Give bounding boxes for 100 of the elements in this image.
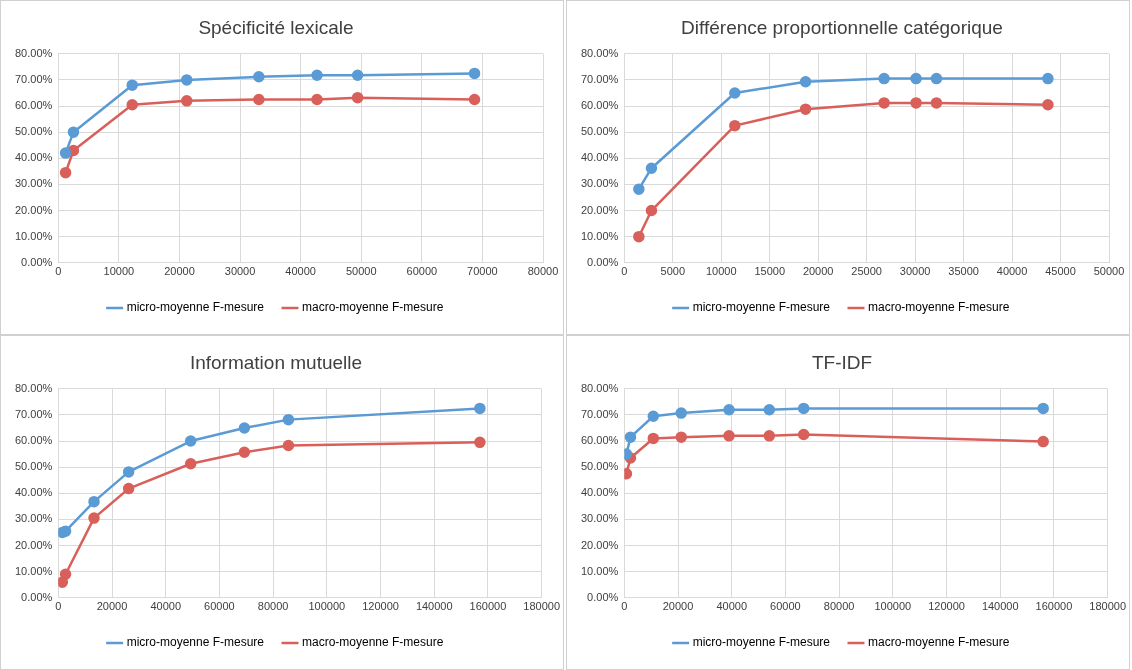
y-tick-label: 50.00% bbox=[15, 460, 53, 473]
y-tick-label: 30.00% bbox=[581, 177, 619, 190]
point bbox=[181, 95, 193, 107]
point bbox=[878, 97, 890, 109]
point bbox=[184, 435, 197, 447]
x-tick-label: 10000 bbox=[103, 265, 135, 278]
y-tick-label: 80.00% bbox=[15, 381, 53, 394]
point bbox=[910, 97, 922, 109]
x-tick-label: 0 bbox=[621, 265, 628, 278]
point bbox=[645, 204, 658, 217]
y-tick-label: 20.00% bbox=[581, 203, 619, 216]
chart-title: TF-IDF bbox=[811, 351, 873, 373]
x-tick-label: 120000 bbox=[928, 600, 965, 613]
point bbox=[253, 71, 265, 83]
y-tick-label: 20.00% bbox=[15, 203, 53, 216]
point bbox=[797, 428, 810, 441]
point bbox=[645, 162, 658, 174]
y-tick-label: 70.00% bbox=[581, 72, 619, 85]
x-tick-label: 0 bbox=[55, 265, 62, 278]
x-tick-label: 40000 bbox=[285, 265, 316, 278]
point bbox=[763, 430, 776, 442]
x-tick-label: 140000 bbox=[981, 600, 1019, 613]
y-tick-label: 70.00% bbox=[581, 407, 619, 420]
point bbox=[311, 93, 323, 106]
point bbox=[1037, 402, 1049, 415]
point bbox=[351, 91, 364, 104]
point bbox=[122, 466, 135, 478]
point bbox=[930, 72, 943, 85]
chart-title: Spécificité lexicale bbox=[198, 16, 354, 38]
point bbox=[723, 403, 735, 416]
point bbox=[181, 74, 193, 86]
point bbox=[474, 402, 486, 415]
y-tick-label: 10.00% bbox=[581, 564, 619, 577]
x-tick-label: 60000 bbox=[406, 265, 438, 278]
x-tick-label: 0 bbox=[55, 600, 62, 613]
point bbox=[282, 439, 295, 452]
point bbox=[468, 93, 481, 106]
point bbox=[763, 403, 776, 416]
point bbox=[468, 67, 481, 80]
x-tick-label: 80000 bbox=[823, 600, 855, 613]
point bbox=[1042, 98, 1054, 111]
y-tick-label: 10.00% bbox=[15, 564, 53, 577]
point bbox=[311, 69, 323, 81]
point bbox=[351, 69, 364, 81]
legend-label: macro-moyenne F-mesure bbox=[302, 635, 444, 650]
point bbox=[878, 72, 890, 85]
legend-label: macro-moyenne F-mesure bbox=[868, 300, 1010, 315]
point bbox=[59, 166, 72, 179]
y-tick-label: 30.00% bbox=[15, 177, 53, 190]
x-tick-label: 20000 bbox=[802, 265, 834, 278]
x-tick-label: 100000 bbox=[874, 600, 912, 613]
point bbox=[67, 126, 80, 138]
point bbox=[59, 147, 72, 159]
x-tick-label: 25000 bbox=[851, 265, 882, 278]
x-tick-label: 40000 bbox=[996, 265, 1028, 278]
point bbox=[729, 87, 741, 99]
point bbox=[1037, 435, 1049, 448]
x-tick-label: 140000 bbox=[415, 600, 453, 613]
x-tick-label: 40000 bbox=[716, 600, 748, 613]
point bbox=[799, 76, 812, 88]
y-tick-label: 30.00% bbox=[581, 512, 619, 525]
point bbox=[797, 402, 810, 415]
y-tick-label: 60.00% bbox=[581, 434, 619, 447]
y-tick-label: 60.00% bbox=[581, 99, 619, 112]
point bbox=[122, 482, 135, 495]
x-tick-label: 80000 bbox=[527, 265, 559, 278]
y-tick-label: 70.00% bbox=[15, 407, 53, 420]
legend-label: micro-moyenne F-mesure bbox=[126, 300, 265, 315]
point bbox=[633, 183, 645, 195]
point bbox=[675, 431, 687, 443]
legend-label: micro-moyenne F-mesure bbox=[692, 300, 831, 315]
point bbox=[474, 436, 486, 449]
y-tick-label: 30.00% bbox=[15, 512, 53, 525]
x-tick-label: 180000 bbox=[523, 600, 561, 613]
point bbox=[238, 446, 251, 459]
point bbox=[59, 568, 72, 581]
y-tick-label: 40.00% bbox=[581, 486, 619, 499]
point bbox=[799, 103, 812, 115]
x-tick-label: 20000 bbox=[96, 600, 128, 613]
x-tick-label: 100000 bbox=[308, 600, 346, 613]
y-tick-label: 10.00% bbox=[581, 229, 619, 242]
y-tick-label: 20.00% bbox=[15, 538, 53, 551]
y-tick-label: 70.00% bbox=[15, 72, 53, 85]
x-tick-label: 35000 bbox=[948, 265, 979, 278]
y-tick-label: 60.00% bbox=[15, 434, 53, 447]
x-tick-label: 50000 bbox=[345, 265, 377, 278]
point bbox=[729, 119, 741, 132]
x-tick-label: 20000 bbox=[164, 265, 195, 278]
point bbox=[126, 98, 138, 111]
x-tick-label: 160000 bbox=[1035, 600, 1073, 613]
point bbox=[633, 230, 645, 243]
x-tick-label: 120000 bbox=[362, 600, 399, 613]
x-tick-label: 80000 bbox=[257, 600, 289, 613]
y-tick-label: 60.00% bbox=[15, 99, 53, 112]
point bbox=[1042, 72, 1054, 85]
y-tick-label: 80.00% bbox=[15, 46, 53, 59]
legend-label: micro-moyenne F-mesure bbox=[126, 635, 265, 650]
point bbox=[126, 79, 138, 91]
x-tick-label: 45000 bbox=[1045, 265, 1076, 278]
point bbox=[675, 407, 687, 419]
